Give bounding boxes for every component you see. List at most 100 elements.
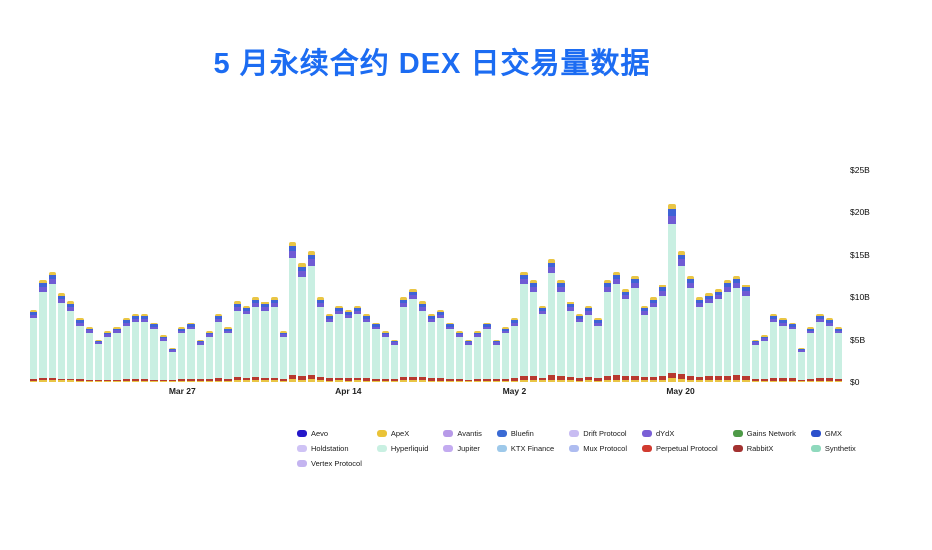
volume-bar[interactable] (807, 326, 815, 382)
volume-bar[interactable] (427, 314, 435, 382)
volume-bar[interactable] (279, 331, 287, 382)
legend-item-dydx[interactable]: dYdX (642, 429, 718, 438)
volume-bar[interactable] (548, 259, 556, 382)
volume-bar[interactable] (298, 263, 306, 382)
volume-bar[interactable] (816, 314, 824, 382)
volume-bar[interactable] (270, 297, 278, 382)
volume-bar[interactable] (686, 276, 694, 382)
volume-bar[interactable] (131, 314, 139, 382)
volume-bar[interactable] (168, 348, 176, 382)
volume-bar[interactable] (714, 288, 722, 382)
volume-bar[interactable] (215, 314, 223, 382)
volume-bar[interactable] (67, 301, 75, 382)
volume-bar[interactable] (178, 326, 186, 382)
volume-bar[interactable] (659, 284, 667, 382)
volume-bar[interactable] (705, 293, 713, 382)
volume-bar[interactable] (566, 301, 574, 382)
volume-bar[interactable] (205, 331, 213, 382)
volume-bar[interactable] (196, 339, 204, 382)
volume-bar[interactable] (48, 271, 56, 382)
volume-bar[interactable] (575, 314, 583, 382)
volume-bar[interactable] (316, 297, 324, 382)
volume-bar[interactable] (224, 326, 232, 382)
volume-bar[interactable] (307, 250, 315, 382)
volume-bar[interactable] (696, 297, 704, 382)
volume-bar[interactable] (511, 318, 519, 382)
volume-bar[interactable] (742, 284, 750, 382)
legend-item-holdstation[interactable]: Holdstation (297, 444, 362, 453)
volume-bar[interactable] (289, 242, 297, 382)
volume-bar[interactable] (585, 305, 593, 382)
legend-item-aevo[interactable]: Aevo (297, 429, 362, 438)
volume-bar[interactable] (751, 339, 759, 382)
volume-bar[interactable] (640, 305, 648, 382)
legend-item-bluefin[interactable]: Bluefin (496, 429, 554, 438)
volume-bar[interactable] (409, 288, 417, 382)
volume-bar[interactable] (113, 326, 121, 382)
volume-bar[interactable] (381, 331, 389, 382)
volume-bar[interactable] (797, 348, 805, 382)
legend-item-perpetual-protocol[interactable]: Perpetual Protocol (642, 444, 718, 453)
volume-bar[interactable] (520, 271, 528, 382)
volume-bar[interactable] (326, 314, 334, 382)
volume-bar[interactable] (622, 288, 630, 382)
volume-bar[interactable] (631, 276, 639, 382)
volume-bar[interactable] (390, 339, 398, 382)
volume-bar[interactable] (122, 318, 130, 382)
volume-bar[interactable] (104, 331, 112, 382)
legend-item-hyperliquid[interactable]: Hyperliquid (376, 444, 428, 453)
legend-item-rabbitx[interactable]: RabbitX (732, 444, 796, 453)
volume-bar[interactable] (242, 305, 250, 382)
volume-bar[interactable] (85, 326, 93, 382)
volume-bar[interactable] (649, 297, 657, 382)
volume-bar[interactable] (150, 322, 158, 382)
volume-bar[interactable] (603, 280, 611, 382)
volume-bar[interactable] (834, 326, 842, 382)
legend-item-mux-protocol[interactable]: Mux Protocol (569, 444, 627, 453)
volume-bar[interactable] (363, 314, 371, 382)
volume-bar[interactable] (141, 314, 149, 382)
volume-bar[interactable] (252, 297, 260, 382)
volume-bar[interactable] (474, 331, 482, 382)
volume-bar[interactable] (261, 301, 269, 382)
volume-bar[interactable] (612, 271, 620, 382)
legend-item-avantis[interactable]: Avantis (443, 429, 482, 438)
volume-bar[interactable] (677, 250, 685, 382)
volume-bar[interactable] (594, 318, 602, 382)
volume-bar[interactable] (94, 339, 102, 382)
legend-item-drift-protocol[interactable]: Drift Protocol (569, 429, 627, 438)
volume-bar[interactable] (372, 322, 380, 382)
volume-bar[interactable] (788, 322, 796, 382)
volume-bar[interactable] (668, 203, 676, 382)
volume-bar[interactable] (187, 322, 195, 382)
volume-bar[interactable] (825, 318, 833, 382)
volume-bar[interactable] (76, 318, 84, 382)
volume-bar[interactable] (779, 318, 787, 382)
volume-bar[interactable] (30, 309, 38, 382)
volume-bar[interactable] (557, 280, 565, 382)
legend-item-apex[interactable]: ApeX (376, 429, 429, 438)
volume-bar[interactable] (233, 301, 241, 382)
volume-bar[interactable] (57, 293, 65, 382)
volume-bar[interactable] (492, 339, 500, 382)
volume-bar[interactable] (483, 322, 491, 382)
volume-bar[interactable] (733, 276, 741, 382)
volume-bar[interactable] (723, 280, 731, 382)
volume-bar[interactable] (770, 314, 778, 382)
volume-bar[interactable] (437, 309, 445, 382)
volume-bar[interactable] (400, 297, 408, 382)
volume-bar[interactable] (353, 305, 361, 382)
volume-bar[interactable] (39, 280, 47, 382)
volume-bar[interactable] (344, 309, 352, 382)
volume-bar[interactable] (464, 339, 472, 382)
legend-item-jupiter[interactable]: Jupiter (443, 444, 481, 453)
legend-item-gains-network[interactable]: Gains Network (732, 429, 796, 438)
volume-bar[interactable] (446, 322, 454, 382)
legend-item-gmx[interactable]: GMX (810, 429, 856, 438)
legend-item-ktx-finance[interactable]: KTX Finance (496, 444, 554, 453)
volume-bar[interactable] (335, 305, 343, 382)
volume-bar[interactable] (501, 326, 509, 382)
legend-item-synthetix[interactable]: Synthetix (810, 444, 856, 453)
volume-bar[interactable] (159, 335, 167, 382)
volume-bar[interactable] (418, 301, 426, 382)
